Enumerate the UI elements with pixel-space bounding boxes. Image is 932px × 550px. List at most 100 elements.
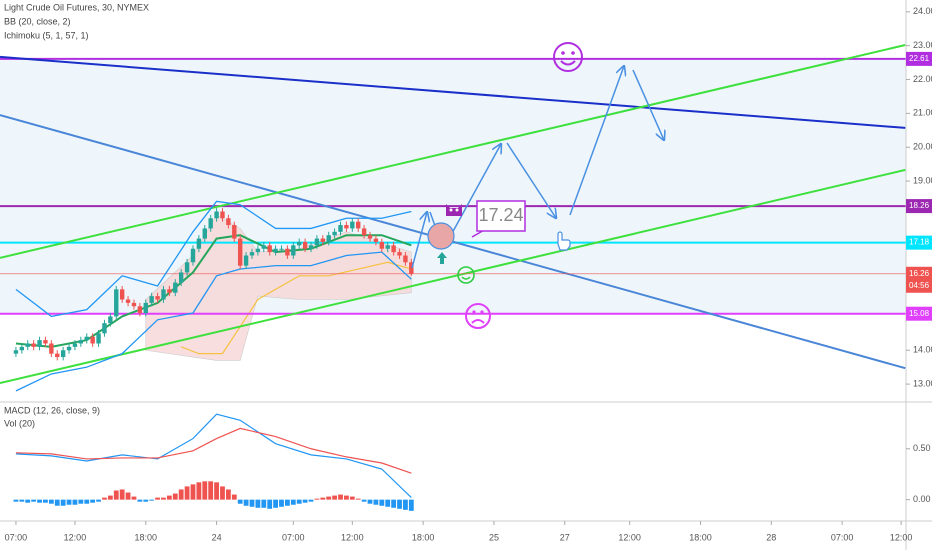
- x-tick-label: 07:00: [5, 532, 28, 542]
- candle-body: [96, 333, 101, 344]
- x-tick-label: 12:00: [618, 532, 641, 542]
- candle-body: [397, 252, 402, 256]
- candle-body: [255, 248, 261, 253]
- y-tick-label: 19.00: [913, 175, 932, 185]
- candle-body: [66, 346, 72, 351]
- macd-histogram-bar: [37, 499, 42, 503]
- candle-body: [178, 272, 184, 283]
- last-price-label: 16.26: [909, 269, 930, 278]
- x-tick-label: 12:00: [64, 532, 87, 542]
- candle-body: [297, 241, 302, 246]
- candle-body: [344, 225, 349, 229]
- macd-histogram-bar: [184, 486, 190, 500]
- candle-body: [13, 350, 19, 354]
- macd-histogram-bar: [237, 499, 243, 504]
- candle-body: [167, 289, 172, 293]
- macd-label: MACD (12, 26, close, 9): [4, 405, 100, 415]
- candle-body: [243, 255, 249, 266]
- macd-histogram-bar: [19, 499, 25, 502]
- x-tick-label: 18:00: [134, 532, 157, 542]
- macd-histogram-bar: [267, 499, 273, 509]
- candle-body: [184, 262, 190, 273]
- macd-histogram-bar: [344, 495, 349, 500]
- macd-histogram-bar: [54, 499, 60, 506]
- macd-histogram-bar: [107, 495, 113, 500]
- candle-body: [173, 282, 178, 293]
- macd-histogram-bar: [196, 482, 202, 500]
- x-tick-label: 12:00: [890, 532, 913, 542]
- highlight-zone: [0, 60, 906, 313]
- macd-histogram-bar: [314, 498, 320, 500]
- countdown-label: 04:56: [909, 281, 930, 290]
- x-tick-label: 18:00: [412, 532, 435, 542]
- candle-body: [385, 245, 390, 249]
- macd-histogram-bar: [119, 489, 125, 500]
- macd-histogram-bar: [155, 497, 160, 500]
- macd-histogram-bar: [308, 499, 314, 502]
- price-badge-label: 18.26: [909, 201, 930, 210]
- candle-body: [379, 241, 385, 249]
- macd-histogram-bar: [349, 496, 355, 500]
- up-arrow-icon: [437, 252, 447, 264]
- x-tick-label: 28: [766, 532, 776, 542]
- macd-line: [15, 413, 412, 499]
- macd-histogram-bar: [302, 499, 308, 503]
- macd-histogram-bar: [202, 481, 208, 500]
- callout-box: [476, 200, 526, 232]
- macd-histogram-bar: [231, 494, 237, 500]
- macd-histogram-bar: [355, 498, 361, 500]
- sad-face: [465, 303, 491, 329]
- x-tick-label: 25: [489, 532, 499, 542]
- macd-histogram-bar: [397, 499, 402, 509]
- macd-histogram-bar: [367, 499, 373, 504]
- y-tick-label: 14.00: [913, 345, 932, 355]
- price-badge: [906, 51, 932, 66]
- price-badge-label: 17.18: [909, 238, 930, 247]
- price-badge-label: 15.08: [909, 309, 930, 318]
- candle-body: [102, 323, 107, 334]
- callout-text: 17.24: [478, 205, 523, 225]
- candle-body: [226, 218, 231, 226]
- macd-histogram-bar: [166, 495, 172, 500]
- candle-body: [332, 231, 337, 236]
- x-tick-label: 12:00: [341, 532, 364, 542]
- x-tick-label: 07:00: [831, 532, 854, 542]
- candle-body: [279, 248, 284, 250]
- x-tick-label: 27: [560, 532, 570, 542]
- macd-histogram-bar: [25, 499, 31, 503]
- macd-histogram-bar: [361, 499, 367, 502]
- candle-body: [84, 336, 89, 341]
- macd-histogram-bar: [214, 482, 219, 500]
- macd-histogram-bar: [13, 499, 19, 502]
- macd-histogram-bar: [113, 490, 119, 500]
- macd-histogram-bar: [332, 495, 338, 500]
- macd-histogram-bar: [125, 492, 131, 500]
- candle-body: [19, 346, 25, 351]
- price-badge: [906, 199, 932, 214]
- candle-body: [237, 238, 243, 266]
- macd-histogram-bar: [178, 489, 184, 500]
- macd-histogram-bar: [43, 499, 48, 503]
- candle-body: [350, 221, 355, 229]
- y-tick-label: 22.00: [913, 74, 932, 84]
- bb-lower: [15, 251, 412, 392]
- macd-histogram-bar: [403, 499, 408, 510]
- candle-body: [108, 316, 113, 324]
- price-pane: [0, 44, 906, 385]
- y-tick-label: 13.00: [913, 378, 932, 388]
- candle-body: [60, 350, 66, 358]
- macd-histogram-bar: [279, 499, 284, 507]
- candle-body: [137, 306, 143, 314]
- candle-body: [391, 245, 396, 253]
- candle-body: [196, 238, 202, 249]
- macd-histogram-bar: [320, 497, 326, 500]
- macd-histogram-bar: [172, 493, 178, 500]
- y-tick-label: 21.00: [913, 108, 932, 118]
- macd-histogram-bar: [338, 494, 343, 500]
- macd-histogram-bar: [408, 499, 414, 511]
- macd-histogram-bar: [225, 489, 231, 500]
- macd-histogram-bar: [249, 499, 255, 507]
- last-price-badge: [906, 266, 932, 293]
- macd-pane: [13, 413, 414, 511]
